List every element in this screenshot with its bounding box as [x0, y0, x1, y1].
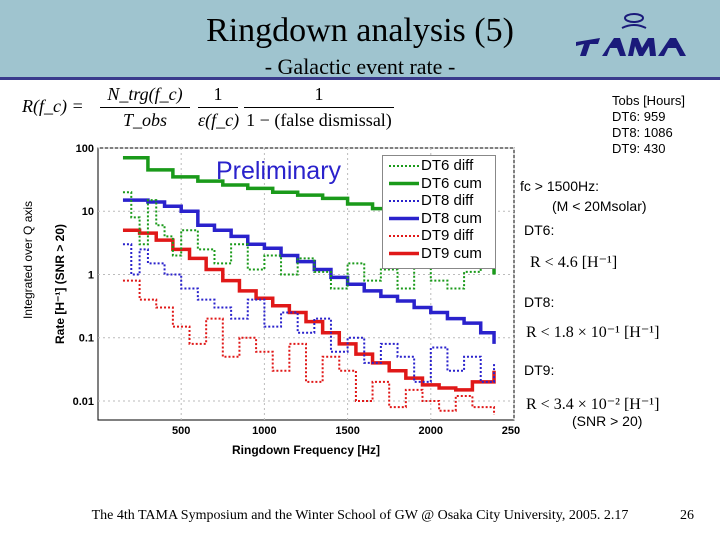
tobs-block: Tobs [Hours] DT6: 959 DT8: 1086 DT9: 430 — [612, 93, 685, 157]
tobs-row-dt9: DT9: 430 — [612, 141, 666, 156]
result-dt6-label: DT6: — [524, 222, 555, 238]
rate-formula: R(f_c) = N_trg(f_c) T_obs 1 ε(f_c) 1 1 −… — [22, 84, 402, 134]
legend-swatches — [389, 165, 419, 256]
tama-logo — [576, 13, 686, 56]
formula-bar2 — [198, 107, 238, 108]
legend-label-dt6-cum: DT6 cum — [421, 174, 482, 192]
x-tick-label: 2000 — [419, 425, 443, 437]
tobs-row-dt6: DT6: 959 — [612, 109, 666, 124]
fc-note-line2: (M < 20Msolar) — [552, 198, 647, 214]
legend-label-dt8-diff: DT8 diff — [421, 192, 474, 209]
side-axis-label: Integrated over Q axis — [21, 200, 35, 320]
series-line-dt9-diff — [122, 279, 496, 415]
tobs-header: Tobs [Hours] — [612, 93, 685, 108]
y-tick-label: 100 — [76, 143, 94, 155]
result-dt6-bound: R < 4.6 [H⁻¹] — [530, 254, 618, 271]
x-axis-label: Ringdown Frequency [Hz] — [232, 443, 380, 457]
formula-num3: 1 — [314, 84, 324, 104]
formula-den3: 1 − (false dismissal) — [246, 110, 392, 130]
slide-title: Ringdown analysis (5) — [206, 12, 514, 49]
legend-label-dt8-cum: DT8 cum — [421, 209, 482, 227]
snr-note: (SNR > 20) — [572, 413, 643, 429]
page-number: 26 — [680, 508, 694, 523]
chart-legend: DT6 diff DT6 cum DT8 diff DT8 cum DT9 di… — [382, 155, 496, 269]
x-tick-label: 500 — [172, 425, 190, 437]
legend-labels: DT6 diff DT6 cum DT8 diff DT8 cum DT9 di… — [421, 157, 482, 262]
formula-den1: T_obs — [122, 110, 167, 130]
formula-lhs: R(f_c) = — [22, 96, 84, 116]
legend-label-dt6-diff: DT6 diff — [421, 157, 474, 174]
slide-footer: The 4th TAMA Symposium and the Winter Sc… — [91, 508, 629, 523]
y-tick-label: 0.1 — [79, 333, 94, 345]
y-tick-label: 10 — [82, 206, 94, 218]
title-underline — [0, 77, 720, 80]
result-dt9-bound: R < 3.4 × 10⁻² [H⁻¹] — [526, 396, 660, 413]
x-tick-label: 1500 — [335, 425, 359, 437]
formula-bar3 — [244, 107, 394, 108]
series-line-dt6-diff — [122, 191, 496, 290]
x-tick-label: 1000 — [252, 425, 276, 437]
preliminary-label: Preliminary — [216, 157, 342, 185]
formula-bar1 — [100, 107, 190, 108]
formula-num1: N_trg(f_c) — [107, 84, 183, 104]
tobs-row-dt8: DT8: 1086 — [612, 125, 673, 140]
result-dt8-label: DT8: — [524, 294, 555, 310]
slide-subtitle: - Galactic event rate - — [264, 54, 456, 79]
series-line-dt9-cum — [122, 228, 496, 392]
result-dt9-label: DT9: — [524, 362, 555, 378]
legend-label-dt9-cum: DT9 cum — [421, 244, 482, 262]
title-bar — [0, 0, 720, 78]
fc-note-line1: fc > 1500Hz: — [520, 178, 599, 194]
formula-den2: ε(f_c) — [198, 110, 240, 130]
result-dt8-bound: R < 1.8 × 10⁻¹ [H⁻¹] — [526, 324, 660, 341]
y-tick-label: 0.01 — [73, 396, 94, 408]
y-tick-label: 1 — [88, 269, 94, 281]
formula-num2: 1 — [213, 84, 223, 104]
legend-label-dt9-diff: DT9 diff — [421, 227, 474, 244]
y-axis-label: Rate [H⁻¹] (SNR > 20) — [53, 224, 67, 344]
